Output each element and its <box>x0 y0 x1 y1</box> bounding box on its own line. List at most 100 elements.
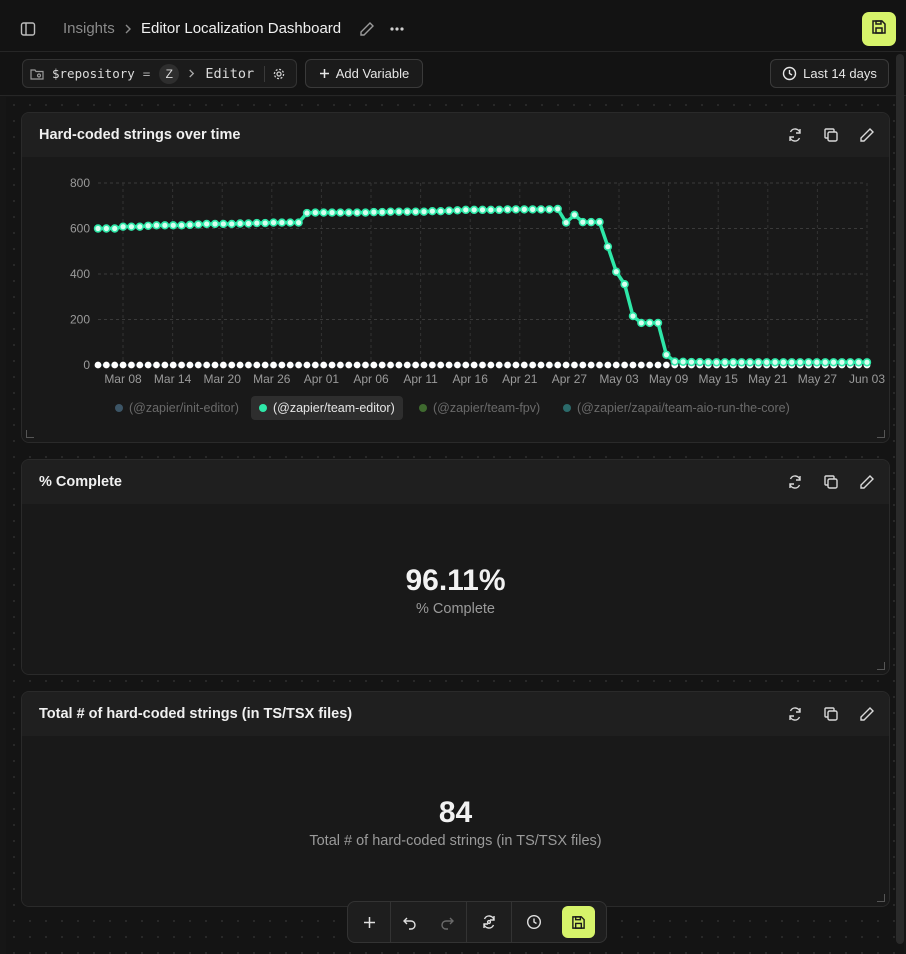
edit-icon[interactable] <box>857 472 877 492</box>
copy-icon[interactable] <box>821 704 841 724</box>
data-point <box>144 361 152 369</box>
x-tick-label: May 09 <box>649 372 689 386</box>
legend-item[interactable]: (@zapier/team-editor) <box>251 396 403 420</box>
data-point <box>737 358 746 367</box>
data-point <box>361 208 370 217</box>
data-point <box>153 361 160 369</box>
more-icon[interactable] <box>387 19 407 39</box>
date-range-label: Last 14 days <box>803 66 877 81</box>
legend-item[interactable]: (@zapier/init-editor) <box>107 396 247 420</box>
data-point <box>369 207 379 217</box>
add-variable-button[interactable]: Add Variable <box>305 59 423 88</box>
y-tick-label: 600 <box>70 222 90 236</box>
x-tick-label: Apr 11 <box>403 372 438 386</box>
filter-toolbar: $repository = Z Editor Add Variable Last… <box>0 52 906 96</box>
legend-label: (@zapier/zapai/team-aio-run-the-core) <box>577 401 790 415</box>
data-point <box>579 361 587 369</box>
data-point <box>102 224 111 233</box>
edit-icon[interactable] <box>857 125 877 145</box>
data-point <box>469 205 479 215</box>
x-tick-label: May 15 <box>699 372 739 386</box>
data-point <box>862 358 872 367</box>
copy-icon[interactable] <box>821 472 841 492</box>
sidebar-toggle-icon[interactable] <box>18 19 38 39</box>
data-point <box>596 361 603 369</box>
pencil-icon[interactable] <box>357 19 377 39</box>
data-point <box>495 361 503 369</box>
copy-icon[interactable] <box>821 125 841 145</box>
refresh-icon[interactable] <box>785 704 805 724</box>
x-tick-label: May 27 <box>798 372 838 386</box>
data-point <box>378 361 386 369</box>
data-point <box>587 361 595 369</box>
data-point <box>403 361 411 369</box>
data-point <box>536 205 546 214</box>
redo-icon[interactable] <box>428 902 466 942</box>
breadcrumb-insights[interactable]: Insights <box>63 20 115 37</box>
settings-icon[interactable] <box>273 68 285 80</box>
data-point <box>353 361 361 369</box>
x-tick-label: Mar 20 <box>204 372 242 386</box>
history-icon[interactable] <box>512 902 556 942</box>
data-point <box>202 219 211 229</box>
data-point <box>795 358 805 367</box>
legend-item[interactable]: (@zapier/team-fpv) <box>411 396 548 420</box>
data-point <box>169 221 178 230</box>
refresh-icon[interactable] <box>785 472 805 492</box>
add-icon[interactable] <box>348 902 390 942</box>
save-icon <box>571 915 586 930</box>
data-point <box>653 318 663 328</box>
resize-handle[interactable] <box>26 430 34 438</box>
data-point <box>504 361 511 369</box>
data-point <box>444 206 454 215</box>
data-point <box>770 358 780 367</box>
legend-label: (@zapier/team-editor) <box>273 401 395 415</box>
data-point <box>812 358 822 367</box>
scrollbar[interactable] <box>896 54 904 944</box>
data-point <box>294 218 303 227</box>
y-tick-label: 0 <box>83 358 90 372</box>
data-point <box>169 361 177 369</box>
data-point <box>687 357 696 367</box>
save-button[interactable] <box>562 906 595 938</box>
legend-item[interactable]: (@zapier/zapai/team-aio-run-the-core) <box>555 396 798 420</box>
data-point <box>503 205 512 214</box>
data-point <box>278 361 286 369</box>
data-point <box>128 361 135 369</box>
date-range-button[interactable]: Last 14 days <box>770 59 889 88</box>
data-point <box>252 218 262 228</box>
data-point <box>319 208 328 217</box>
data-point <box>678 357 688 367</box>
data-point <box>211 361 219 369</box>
save-button[interactable] <box>862 12 896 46</box>
data-point <box>236 361 244 369</box>
resize-handle[interactable] <box>877 430 885 438</box>
data-point <box>545 361 553 369</box>
resize-handle[interactable] <box>877 894 885 902</box>
metric-value: 96.11% <box>405 564 506 597</box>
data-point <box>646 361 654 369</box>
data-point <box>386 207 395 216</box>
data-point <box>837 358 847 367</box>
metric-label: Total # of hard-coded strings (in TS/TSX… <box>309 833 602 849</box>
data-point <box>260 218 270 228</box>
edit-icon[interactable] <box>857 704 877 724</box>
data-point <box>94 361 102 369</box>
data-point <box>345 361 353 369</box>
undo-icon[interactable] <box>391 902 428 942</box>
sync-icon[interactable] <box>467 902 511 942</box>
repository-variable[interactable]: $repository = Z Editor <box>22 59 297 88</box>
data-point <box>621 361 628 369</box>
data-point <box>695 357 705 367</box>
data-point <box>185 220 195 230</box>
resize-handle[interactable] <box>877 662 885 670</box>
data-point <box>520 361 528 369</box>
data-point <box>320 361 328 369</box>
data-point <box>545 205 554 214</box>
data-point <box>787 358 796 367</box>
data-point <box>645 318 654 328</box>
data-point <box>311 208 320 217</box>
data-point <box>111 361 119 369</box>
data-point <box>219 219 228 229</box>
refresh-icon[interactable] <box>785 125 805 145</box>
